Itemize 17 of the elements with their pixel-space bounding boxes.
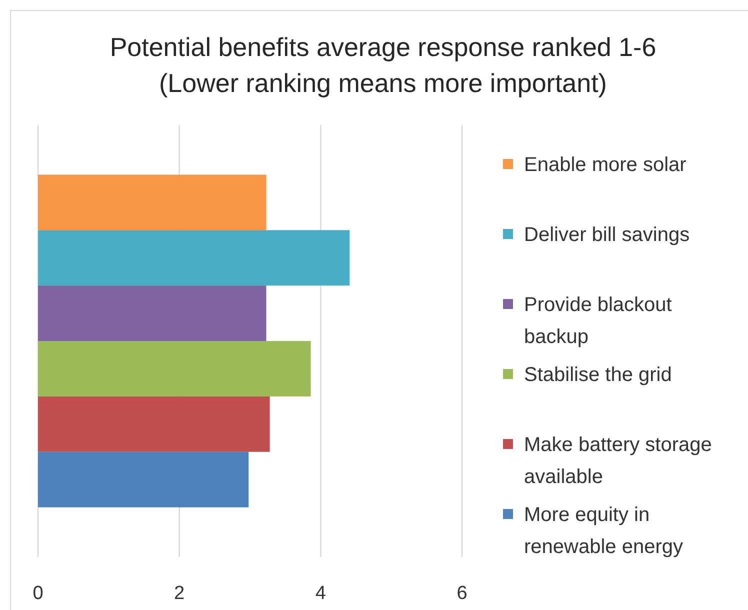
x-tick-label: 2 <box>174 583 185 604</box>
x-tick-label: 4 <box>315 583 326 604</box>
legend-label: Make battery storage available <box>524 434 712 488</box>
legend-label: Provide blackout backup <box>524 294 672 348</box>
legend-label: Stabilise the grid <box>524 364 672 386</box>
bar <box>38 452 249 508</box>
x-tick-label: 0 <box>32 583 44 604</box>
legend-label: Deliver bill savings <box>524 224 690 246</box>
bar <box>38 286 266 341</box>
bar <box>38 396 270 452</box>
bar <box>38 230 350 286</box>
bar <box>38 341 311 396</box>
legend-label: More equity in renewable energy <box>524 504 683 558</box>
legend-label: Enable more solar <box>524 154 687 176</box>
chart-title: Potential benefits average response ranked 1-6 (Lower ranking means more important) <box>110 32 656 98</box>
bar <box>38 174 266 230</box>
x-tick-label: 6 <box>456 583 468 604</box>
